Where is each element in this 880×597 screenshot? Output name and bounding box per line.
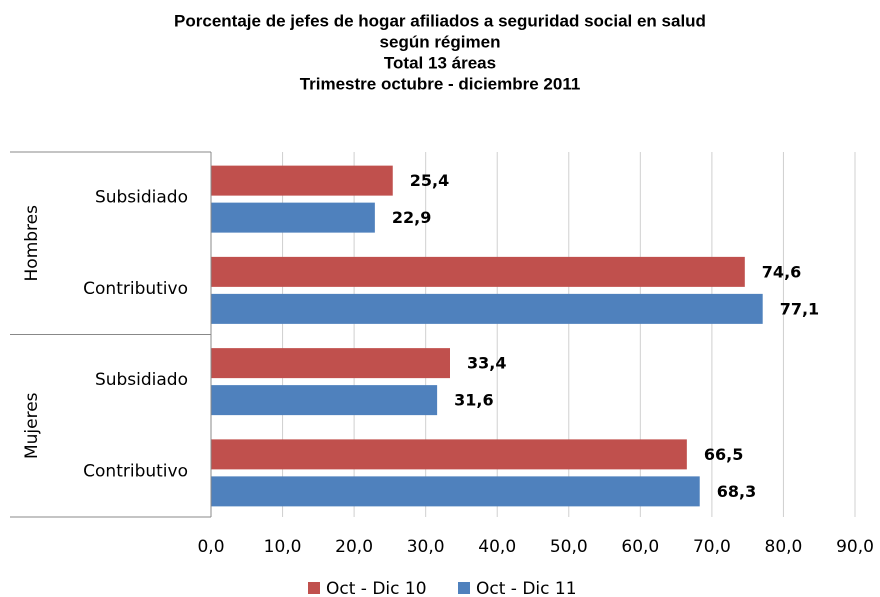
- x-tick-label: 70,0: [693, 537, 731, 557]
- x-tick-label: 40,0: [478, 537, 516, 557]
- x-tick-label: 90,0: [836, 537, 874, 557]
- bar: [211, 293, 763, 324]
- bar: [211, 202, 375, 233]
- group-label: Hombres: [22, 205, 42, 282]
- value-label: 25,4: [410, 171, 449, 190]
- legend-label: Oct - Dic 10: [326, 579, 427, 597]
- x-tick-label: 60,0: [621, 537, 659, 557]
- bar: [211, 256, 745, 287]
- value-label: 68,3: [717, 482, 756, 501]
- x-tick-label: 10,0: [264, 537, 302, 557]
- x-tick-label: 20,0: [335, 537, 373, 557]
- value-label: 22,9: [392, 208, 431, 227]
- legend-label: Oct - Dic 11: [476, 579, 577, 597]
- chart-title: Trimestre octubre - diciembre 2011: [300, 74, 581, 93]
- bar: [211, 476, 700, 507]
- x-tick-label: 50,0: [550, 537, 588, 557]
- y-tick-label: Contributivo: [83, 279, 188, 299]
- x-tick-label: 30,0: [407, 537, 445, 557]
- value-label: 31,6: [454, 391, 493, 410]
- x-tick-label: 80,0: [765, 537, 803, 557]
- bar: [211, 385, 438, 416]
- y-tick-label: Subsidiado: [95, 370, 188, 390]
- bar: [211, 165, 393, 196]
- group-label: Mujeres: [22, 392, 42, 459]
- legend-swatch: [458, 582, 470, 594]
- value-label: 33,4: [467, 354, 506, 373]
- value-label: 66,5: [704, 445, 743, 464]
- chart-title: Porcentaje de jefes de hogar afiliados a…: [174, 11, 706, 30]
- value-label: 77,1: [780, 299, 819, 318]
- y-tick-label: Contributivo: [83, 461, 188, 481]
- y-tick-label: Subsidiado: [95, 188, 188, 208]
- bar: [211, 348, 450, 379]
- bar: [211, 439, 687, 470]
- x-tick-label: 0,0: [197, 537, 224, 557]
- chart-title: Total 13 áreas: [384, 53, 496, 72]
- legend-swatch: [308, 582, 320, 594]
- chart-title: según régimen: [380, 32, 501, 51]
- value-label: 74,6: [762, 262, 801, 281]
